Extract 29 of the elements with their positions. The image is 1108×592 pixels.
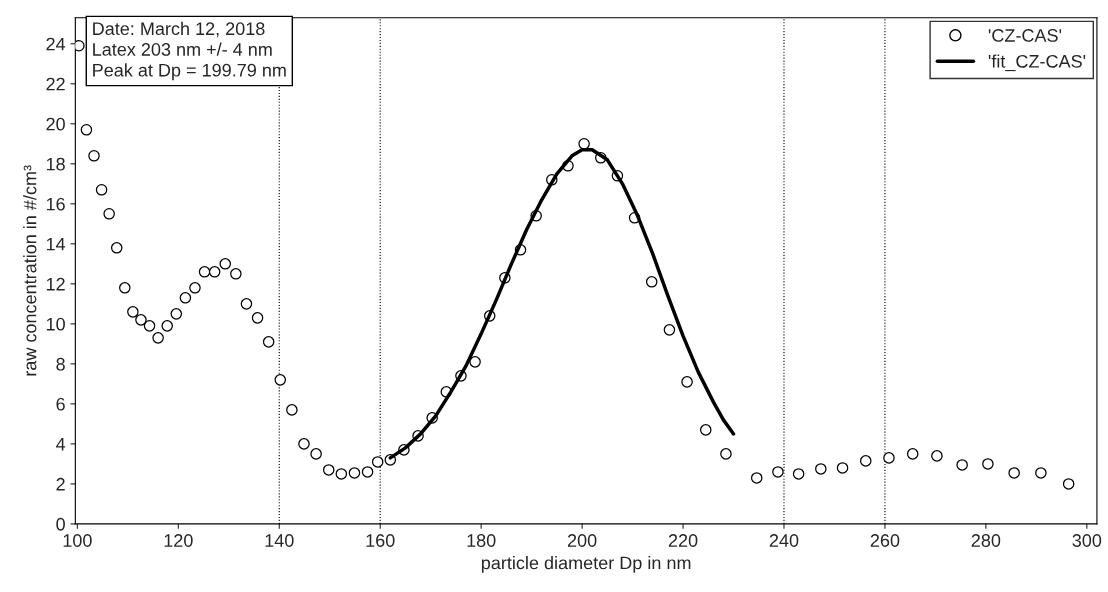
y-tick-label: 16 xyxy=(46,197,65,211)
x-tick-label: 100 xyxy=(63,534,92,547)
y-tick-label: 24 xyxy=(46,37,66,51)
y-tick-label: 4 xyxy=(56,438,66,451)
annotation: Date: March 12, 2018 Latex 203 nm +/- 4 nm Peak at Dp = 199.79 nm xyxy=(93,21,286,81)
y-tick-label: 10 xyxy=(46,317,65,331)
y-tick-label: 2 xyxy=(56,477,65,491)
x-tick-label: 140 xyxy=(265,534,294,547)
x-tick-label: 120 xyxy=(164,534,193,547)
y-tick-label: 20 xyxy=(46,117,65,131)
y-tick-label: 12 xyxy=(46,277,65,291)
x-tick-label: 240 xyxy=(769,534,799,547)
x-tick-label: 200 xyxy=(567,534,597,547)
y-tick-label: 22 xyxy=(46,77,65,91)
legend-label: 'CZ-CAS' xyxy=(988,29,1062,42)
x-tick-label: 300 xyxy=(1072,534,1102,547)
x-axis-title: particle diameter Dp in nm xyxy=(481,556,691,573)
legend-label: 'fit_CZ-CAS' xyxy=(988,54,1086,72)
x-tick-label: 280 xyxy=(971,534,1001,547)
y-tick-label: 8 xyxy=(56,357,65,371)
y-tick-label: 6 xyxy=(56,397,65,411)
x-tick-label: 160 xyxy=(366,534,395,547)
x-tick-label: 180 xyxy=(467,534,496,547)
y-axis-title: raw concentration in #/cm³ xyxy=(23,165,37,376)
y-tick-label: 18 xyxy=(46,157,65,171)
y-tick-label: 14 xyxy=(46,237,66,251)
y-tick-label: 0 xyxy=(56,517,65,531)
x-tick-label: 220 xyxy=(668,534,698,547)
x-tick-label: 260 xyxy=(870,534,900,547)
